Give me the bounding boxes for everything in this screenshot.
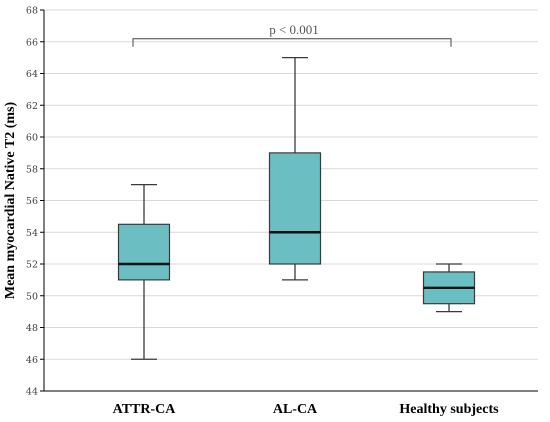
y-tick-label: 46 bbox=[26, 355, 38, 366]
interquartile-box bbox=[117, 223, 171, 281]
y-tick-label: 60 bbox=[26, 133, 38, 144]
box-attr-ca bbox=[117, 183, 171, 360]
y-tick-label: 68 bbox=[26, 6, 38, 17]
y-tick-label: 50 bbox=[26, 291, 38, 302]
box-series bbox=[117, 56, 476, 360]
p-value-annotation: p < 0.001 bbox=[269, 22, 319, 37]
interquartile-box bbox=[268, 152, 322, 265]
y-tick-label: 62 bbox=[26, 101, 38, 112]
y-tick-label: 66 bbox=[26, 37, 38, 48]
significance-bracket bbox=[132, 38, 452, 47]
x-category-label: ATTR-CA bbox=[113, 402, 177, 417]
y-tick-label: 44 bbox=[26, 387, 38, 398]
y-tick-label: 54 bbox=[26, 228, 38, 239]
y-tick-label: 56 bbox=[26, 196, 38, 207]
y-tick-label: 64 bbox=[26, 69, 38, 80]
x-axis-category-labels: ATTR-CA AL-CA Healthy subjects bbox=[113, 402, 500, 417]
y-axis-title: Mean myocardial Native T2 (ms) bbox=[3, 102, 18, 300]
y-tick-label: 48 bbox=[26, 323, 38, 334]
x-category-label: Healthy subjects bbox=[399, 402, 499, 417]
box-healthy-subjects bbox=[422, 263, 476, 313]
y-axis-ticks: 44 46 48 50 52 54 56 58 60 62 64 66 68 bbox=[26, 6, 44, 398]
x-category-label: AL-CA bbox=[273, 402, 318, 417]
y-tick-label: 52 bbox=[26, 260, 38, 271]
bracket-line bbox=[132, 38, 452, 47]
box-al-ca bbox=[268, 56, 322, 281]
y-tick-label: 58 bbox=[26, 164, 38, 175]
